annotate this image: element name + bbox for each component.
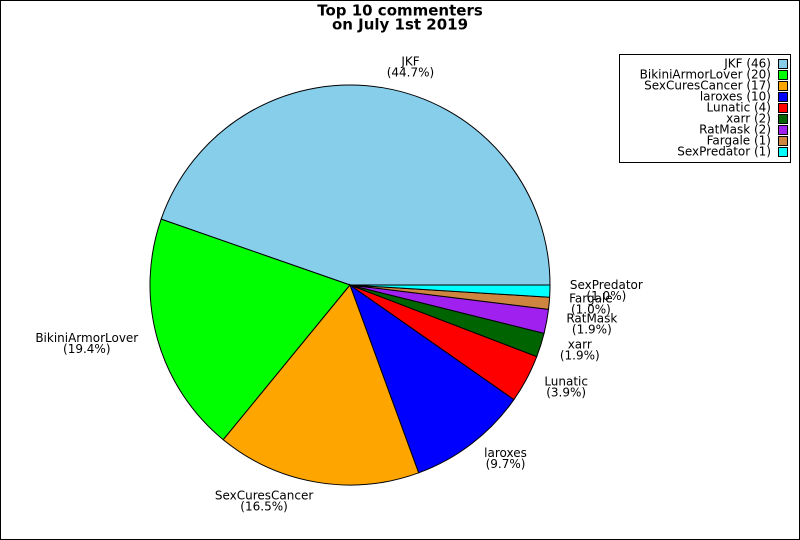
legend-label: laroxes (10)	[700, 90, 771, 104]
legend-label: Lunatic (4)	[707, 101, 772, 115]
pie-slice	[149, 218, 351, 441]
pie-slice	[349, 284, 551, 298]
legend-swatch	[778, 125, 788, 135]
slice-label: JKF	[400, 55, 419, 69]
legend-label: BikiniArmorLover (20)	[640, 68, 771, 82]
slice-label: laroxes	[484, 446, 527, 460]
legend-label: SexPredator (1)	[677, 145, 771, 159]
slice-percent: (1.0%)	[586, 289, 626, 303]
slice-percent: (1.0%)	[571, 303, 611, 317]
legend	[619, 54, 791, 163]
legend-swatch	[778, 136, 788, 146]
chart-title: Top 10 commenters	[317, 2, 483, 20]
legend-swatch	[778, 59, 788, 69]
slice-label: SexPredator	[570, 278, 643, 292]
slice-percent: (44.7%)	[387, 66, 434, 80]
legend-swatch	[778, 70, 788, 80]
legend-swatch	[778, 92, 788, 102]
slice-label: BikiniArmorLover	[35, 331, 138, 345]
legend-label: JKF (46)	[723, 57, 771, 71]
slice-percent: (9.7%)	[486, 457, 526, 471]
slice-percent: (3.9%)	[546, 386, 586, 400]
legend-swatch	[778, 103, 788, 113]
slice-percent: (1.9%)	[560, 349, 600, 363]
legend-swatch	[778, 147, 788, 157]
slice-label: xarr	[568, 338, 592, 352]
slice-label: SexCuresCancer	[215, 488, 313, 502]
legend-swatch	[778, 81, 788, 91]
legend-label: SexCuresCancer (17)	[644, 79, 771, 93]
slice-label: RatMask	[566, 312, 617, 326]
slice-percent: (16.5%)	[240, 499, 287, 513]
slice-percent: (1.9%)	[572, 323, 612, 337]
pie-slice	[222, 284, 420, 486]
pie-slice	[160, 84, 551, 286]
slice-percent: (19.4%)	[63, 342, 110, 356]
legend-label: xarr (2)	[726, 112, 771, 126]
slice-label: Fargale	[569, 292, 613, 306]
legend-label: Fargale (1)	[707, 134, 771, 148]
legend-label: RatMask (2)	[699, 123, 771, 137]
slice-label: Lunatic	[544, 375, 588, 389]
chart-title: on July 1st 2019	[332, 16, 468, 34]
pie-slice	[348, 283, 515, 474]
legend-swatch	[778, 114, 788, 124]
